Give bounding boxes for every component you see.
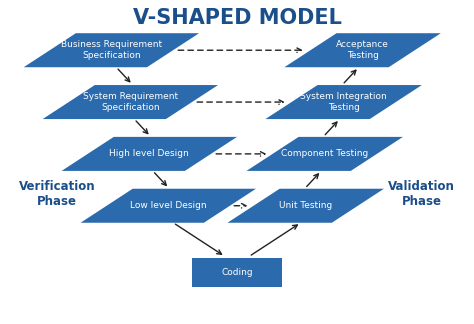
Polygon shape [228,189,384,223]
Polygon shape [81,189,256,223]
Polygon shape [43,85,218,119]
Text: Acceptance
Testing: Acceptance Testing [336,40,389,60]
Polygon shape [24,33,199,67]
Text: High level Design: High level Design [109,149,189,158]
Text: System Requirement
Specification: System Requirement Specification [83,92,178,112]
Text: Validation
Phase: Validation Phase [388,180,455,208]
Text: V-SHAPED MODEL: V-SHAPED MODEL [133,8,341,28]
Text: Verification
Phase: Verification Phase [19,180,96,208]
Polygon shape [62,137,237,171]
Text: System Integration
Testing: System Integration Testing [300,92,387,112]
Text: Component Testing: Component Testing [281,149,368,158]
Polygon shape [265,85,422,119]
Bar [192,258,282,287]
Text: Business Requirement
Specification: Business Requirement Specification [61,40,162,60]
Text: Coding: Coding [221,268,253,277]
Text: Low level Design: Low level Design [130,201,207,210]
Text: Unit Testing: Unit Testing [279,201,332,210]
Polygon shape [246,137,403,171]
Polygon shape [284,33,441,67]
